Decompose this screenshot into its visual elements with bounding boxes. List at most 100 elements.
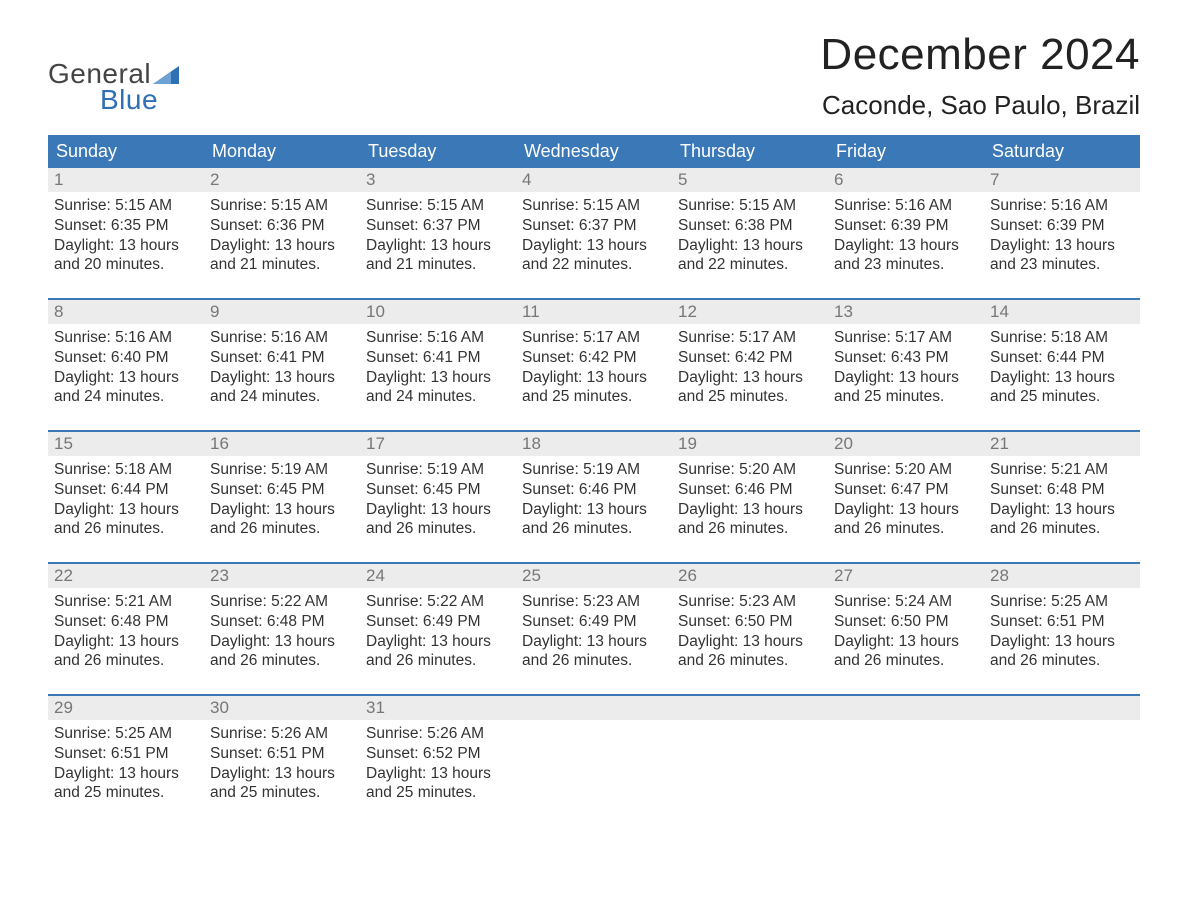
sunrise-text: Sunrise: 5:17 AM <box>522 328 666 348</box>
month-title: December 2024 <box>820 30 1140 80</box>
sunset-text: Sunset: 6:48 PM <box>990 480 1134 500</box>
sunset-text: Sunset: 6:41 PM <box>366 348 510 368</box>
daylight-line2: and 26 minutes. <box>54 651 198 671</box>
sunrise-text: Sunrise: 5:25 AM <box>990 592 1134 612</box>
day-number: 4 <box>516 168 672 192</box>
daylight-line1: Daylight: 13 hours <box>834 500 978 520</box>
daylight-line1: Daylight: 13 hours <box>366 764 510 784</box>
sunrise-text: Sunrise: 5:23 AM <box>678 592 822 612</box>
sunrise-text: Sunrise: 5:16 AM <box>54 328 198 348</box>
daylight-line2: and 25 minutes. <box>990 387 1134 407</box>
weekday-tuesday: Tuesday <box>360 135 516 168</box>
sunrise-text: Sunrise: 5:22 AM <box>210 592 354 612</box>
sunrise-text: Sunrise: 5:16 AM <box>990 196 1134 216</box>
sunset-text: Sunset: 6:41 PM <box>210 348 354 368</box>
sunset-text: Sunset: 6:51 PM <box>990 612 1134 632</box>
day-details <box>672 720 828 728</box>
day-number: 18 <box>516 432 672 456</box>
day-number: 12 <box>672 300 828 324</box>
daylight-line1: Daylight: 13 hours <box>366 632 510 652</box>
day-number: 22 <box>48 564 204 588</box>
day-number: 24 <box>360 564 516 588</box>
daylight-line2: and 23 minutes. <box>990 255 1134 275</box>
daylight-line1: Daylight: 13 hours <box>990 236 1134 256</box>
calendar-day: 5Sunrise: 5:15 AMSunset: 6:38 PMDaylight… <box>672 168 828 288</box>
day-number: 27 <box>828 564 984 588</box>
day-number: 31 <box>360 696 516 720</box>
sunset-text: Sunset: 6:46 PM <box>522 480 666 500</box>
daylight-line2: and 26 minutes. <box>990 519 1134 539</box>
day-number: 17 <box>360 432 516 456</box>
day-details: Sunrise: 5:21 AMSunset: 6:48 PMDaylight:… <box>984 456 1140 543</box>
location-subtitle: Caconde, Sao Paulo, Brazil <box>820 90 1140 121</box>
calendar-day: 6Sunrise: 5:16 AMSunset: 6:39 PMDaylight… <box>828 168 984 288</box>
sunset-text: Sunset: 6:48 PM <box>54 612 198 632</box>
day-details: Sunrise: 5:20 AMSunset: 6:46 PMDaylight:… <box>672 456 828 543</box>
daylight-line1: Daylight: 13 hours <box>990 500 1134 520</box>
calendar-day: 18Sunrise: 5:19 AMSunset: 6:46 PMDayligh… <box>516 432 672 552</box>
day-details <box>516 720 672 728</box>
daylight-line2: and 26 minutes. <box>366 519 510 539</box>
weeks-container: 1Sunrise: 5:15 AMSunset: 6:35 PMDaylight… <box>48 168 1140 816</box>
sunset-text: Sunset: 6:40 PM <box>54 348 198 368</box>
daylight-line1: Daylight: 13 hours <box>210 500 354 520</box>
calendar-day: 8Sunrise: 5:16 AMSunset: 6:40 PMDaylight… <box>48 300 204 420</box>
weekday-thursday: Thursday <box>672 135 828 168</box>
day-details: Sunrise: 5:18 AMSunset: 6:44 PMDaylight:… <box>984 324 1140 411</box>
day-number: 29 <box>48 696 204 720</box>
weekday-header: Sunday Monday Tuesday Wednesday Thursday… <box>48 135 1140 168</box>
daylight-line1: Daylight: 13 hours <box>210 764 354 784</box>
day-details: Sunrise: 5:16 AMSunset: 6:39 PMDaylight:… <box>828 192 984 279</box>
day-number: 7 <box>984 168 1140 192</box>
daylight-line1: Daylight: 13 hours <box>210 368 354 388</box>
daylight-line2: and 21 minutes. <box>366 255 510 275</box>
calendar-day: 7Sunrise: 5:16 AMSunset: 6:39 PMDaylight… <box>984 168 1140 288</box>
sunrise-text: Sunrise: 5:19 AM <box>522 460 666 480</box>
sunrise-text: Sunrise: 5:18 AM <box>990 328 1134 348</box>
daylight-line1: Daylight: 13 hours <box>522 632 666 652</box>
calendar-day: 25Sunrise: 5:23 AMSunset: 6:49 PMDayligh… <box>516 564 672 684</box>
day-number: 3 <box>360 168 516 192</box>
day-details: Sunrise: 5:15 AMSunset: 6:38 PMDaylight:… <box>672 192 828 279</box>
sunset-text: Sunset: 6:42 PM <box>678 348 822 368</box>
calendar-day: 30Sunrise: 5:26 AMSunset: 6:51 PMDayligh… <box>204 696 360 816</box>
daylight-line2: and 25 minutes. <box>522 387 666 407</box>
sunrise-text: Sunrise: 5:16 AM <box>210 328 354 348</box>
daylight-line1: Daylight: 13 hours <box>366 236 510 256</box>
day-details: Sunrise: 5:25 AMSunset: 6:51 PMDaylight:… <box>984 588 1140 675</box>
sunset-text: Sunset: 6:44 PM <box>990 348 1134 368</box>
daylight-line1: Daylight: 13 hours <box>678 368 822 388</box>
day-details: Sunrise: 5:19 AMSunset: 6:45 PMDaylight:… <box>360 456 516 543</box>
day-details: Sunrise: 5:15 AMSunset: 6:36 PMDaylight:… <box>204 192 360 279</box>
calendar-week: 1Sunrise: 5:15 AMSunset: 6:35 PMDaylight… <box>48 168 1140 288</box>
daylight-line1: Daylight: 13 hours <box>990 632 1134 652</box>
daylight-line1: Daylight: 13 hours <box>834 632 978 652</box>
sunrise-text: Sunrise: 5:21 AM <box>990 460 1134 480</box>
calendar-day: 23Sunrise: 5:22 AMSunset: 6:48 PMDayligh… <box>204 564 360 684</box>
daylight-line2: and 25 minutes. <box>834 387 978 407</box>
day-number <box>672 696 828 720</box>
sunset-text: Sunset: 6:42 PM <box>522 348 666 368</box>
day-number: 14 <box>984 300 1140 324</box>
calendar-day: 10Sunrise: 5:16 AMSunset: 6:41 PMDayligh… <box>360 300 516 420</box>
sunset-text: Sunset: 6:50 PM <box>834 612 978 632</box>
daylight-line2: and 26 minutes. <box>210 519 354 539</box>
day-details: Sunrise: 5:15 AMSunset: 6:35 PMDaylight:… <box>48 192 204 279</box>
calendar-day: 11Sunrise: 5:17 AMSunset: 6:42 PMDayligh… <box>516 300 672 420</box>
daylight-line2: and 24 minutes. <box>210 387 354 407</box>
calendar-day: 14Sunrise: 5:18 AMSunset: 6:44 PMDayligh… <box>984 300 1140 420</box>
sunset-text: Sunset: 6:51 PM <box>210 744 354 764</box>
sunrise-text: Sunrise: 5:19 AM <box>366 460 510 480</box>
day-details: Sunrise: 5:25 AMSunset: 6:51 PMDaylight:… <box>48 720 204 807</box>
calendar-day: 21Sunrise: 5:21 AMSunset: 6:48 PMDayligh… <box>984 432 1140 552</box>
daylight-line2: and 25 minutes. <box>678 387 822 407</box>
calendar-day: 19Sunrise: 5:20 AMSunset: 6:46 PMDayligh… <box>672 432 828 552</box>
daylight-line2: and 21 minutes. <box>210 255 354 275</box>
sunrise-text: Sunrise: 5:15 AM <box>366 196 510 216</box>
calendar-day: 4Sunrise: 5:15 AMSunset: 6:37 PMDaylight… <box>516 168 672 288</box>
day-number: 2 <box>204 168 360 192</box>
sunrise-text: Sunrise: 5:20 AM <box>834 460 978 480</box>
brand-logo: General Blue <box>48 58 179 116</box>
sunset-text: Sunset: 6:37 PM <box>366 216 510 236</box>
daylight-line1: Daylight: 13 hours <box>834 236 978 256</box>
